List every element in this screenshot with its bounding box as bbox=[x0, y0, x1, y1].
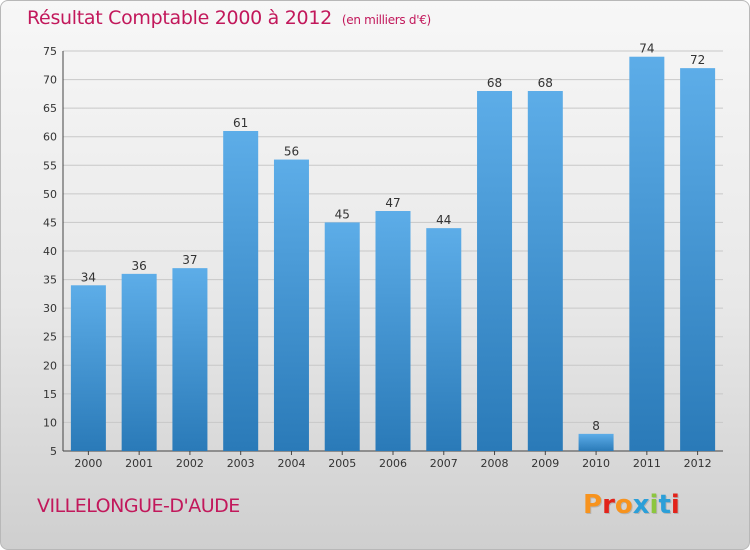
bar bbox=[324, 222, 360, 451]
x-tick-label: 2001 bbox=[125, 457, 153, 470]
y-tick-label: 35 bbox=[43, 274, 57, 287]
data-label: 56 bbox=[284, 145, 299, 159]
data-label: 37 bbox=[182, 253, 197, 267]
x-tick-label: 2003 bbox=[227, 457, 255, 470]
data-label: 36 bbox=[132, 259, 147, 273]
x-tick-label: 2006 bbox=[379, 457, 407, 470]
data-labels: 34 36 37 61 56 45 47 44 68 68 8 74 72 bbox=[81, 42, 706, 433]
y-tick-label: 55 bbox=[43, 159, 57, 172]
y-tick-label: 40 bbox=[43, 245, 57, 258]
proxiti-logo: Proxiti bbox=[583, 490, 680, 520]
x-tick-label: 2010 bbox=[582, 457, 610, 470]
data-label: 74 bbox=[639, 42, 654, 56]
bar bbox=[680, 68, 716, 452]
bars bbox=[70, 56, 716, 452]
title-unit: (en milliers d'€) bbox=[341, 13, 431, 27]
bar bbox=[223, 131, 259, 451]
logo-letter: i bbox=[670, 490, 680, 520]
logo-letter: t bbox=[658, 490, 671, 520]
y-tick-label: 10 bbox=[43, 416, 57, 429]
data-label: 47 bbox=[385, 196, 400, 210]
y-tick-label: 25 bbox=[43, 331, 57, 344]
logo-letter: o bbox=[614, 490, 633, 520]
data-label: 44 bbox=[436, 213, 451, 227]
bar bbox=[578, 433, 614, 451]
data-label: 72 bbox=[690, 53, 705, 67]
x-tick-label: 2008 bbox=[481, 457, 509, 470]
y-tick-label: 45 bbox=[43, 216, 57, 229]
logo-letter: x bbox=[632, 490, 650, 520]
bar bbox=[629, 56, 665, 451]
data-label: 68 bbox=[538, 76, 553, 90]
bar bbox=[477, 91, 513, 451]
bar bbox=[527, 91, 563, 451]
x-tick-label: 2009 bbox=[531, 457, 559, 470]
bar bbox=[375, 211, 411, 451]
x-tick-label: 2011 bbox=[633, 457, 661, 470]
y-tick-label: 5 bbox=[50, 445, 57, 458]
x-tick-label: 2000 bbox=[74, 457, 102, 470]
title-text: Résultat Comptable 2000 à 2012 bbox=[27, 7, 332, 29]
data-label: 34 bbox=[81, 270, 96, 284]
y-tick-label: 30 bbox=[43, 302, 57, 315]
y-tick-label: 75 bbox=[43, 45, 57, 58]
x-tick-label: 2007 bbox=[430, 457, 458, 470]
y-tick-label: 70 bbox=[43, 74, 57, 87]
grid-lines bbox=[63, 50, 723, 452]
x-tick-label: 2005 bbox=[328, 457, 356, 470]
data-label: 61 bbox=[233, 116, 248, 130]
logo-letter: P bbox=[583, 490, 603, 520]
logo-letter: r bbox=[602, 490, 615, 520]
y-tick-label: 65 bbox=[43, 102, 57, 115]
x-tick-label: 2002 bbox=[176, 457, 204, 470]
data-label: 8 bbox=[592, 419, 600, 433]
data-label: 68 bbox=[487, 76, 502, 90]
bar bbox=[273, 159, 309, 452]
x-tick-label: 2012 bbox=[684, 457, 712, 470]
data-label: 45 bbox=[335, 207, 350, 221]
bar bbox=[426, 228, 462, 451]
bar bbox=[172, 268, 208, 451]
y-tick-label: 50 bbox=[43, 188, 57, 201]
y-tick-label: 15 bbox=[43, 388, 57, 401]
chart-title: Résultat Comptable 2000 à 2012 (en millie… bbox=[27, 7, 431, 29]
bar bbox=[70, 285, 106, 451]
commune-name: VILLELONGUE-D'AUDE bbox=[37, 495, 240, 517]
y-tick-label: 60 bbox=[43, 131, 57, 144]
y-tick-label: 20 bbox=[43, 359, 57, 372]
bar bbox=[121, 273, 157, 451]
axes: 5 10 15 20 25 30 35 40 45 50 55 60 65 70 75 2000 2001 200… bbox=[43, 45, 723, 470]
x-tick-label: 2004 bbox=[277, 457, 305, 470]
logo-letter: i bbox=[649, 490, 659, 520]
